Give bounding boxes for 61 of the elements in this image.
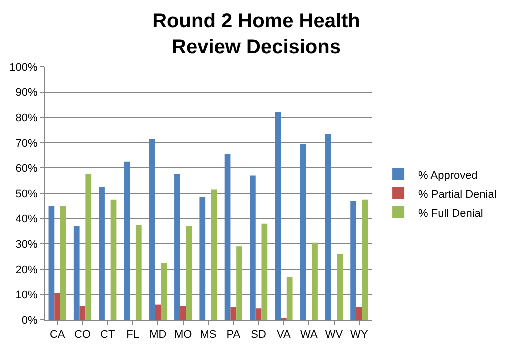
x-tick-label: CO [74, 329, 92, 342]
bar [300, 144, 306, 320]
y-tick-label: 90% [16, 87, 38, 100]
bar [174, 174, 180, 320]
x-tick-label: CT [100, 329, 116, 342]
x-tick-label: VA [277, 329, 292, 342]
x-tick-label: PA [226, 329, 242, 342]
bar [350, 201, 356, 320]
bar [48, 206, 55, 320]
bar [180, 306, 186, 320]
y-tick-label: 10% [16, 290, 38, 302]
x-tick-label: MO [174, 329, 193, 342]
y-tick-label: 70% [16, 138, 38, 150]
bar [224, 154, 231, 320]
bar [337, 254, 344, 320]
bar [356, 307, 362, 320]
bar [236, 246, 242, 320]
bar [275, 112, 282, 320]
x-tick-label: WY [350, 329, 369, 342]
y-tick-label: 50% [16, 188, 38, 200]
legend-label: % Partial Denial [418, 188, 497, 201]
bar [312, 242, 318, 320]
x-tick-label: CA [50, 329, 66, 342]
y-tick-label: 0% [22, 314, 38, 327]
x-tick-label: FL [126, 329, 140, 342]
bar [211, 190, 218, 320]
bar [286, 276, 293, 320]
bar [186, 226, 192, 320]
bar [230, 307, 237, 320]
bar [149, 139, 156, 320]
y-tick-label: 60% [16, 163, 38, 176]
bar [54, 293, 61, 320]
y-tick-label: 80% [16, 112, 38, 124]
y-tick-label: 40% [16, 214, 38, 226]
bar [256, 308, 262, 320]
bar [362, 200, 368, 320]
bar [86, 174, 92, 320]
x-tick-label: MS [200, 329, 217, 342]
legend-label: % Approved [418, 170, 478, 182]
bar [325, 134, 332, 320]
x-tick-label: SD [251, 329, 267, 342]
y-tick-label: 30% [16, 238, 38, 251]
x-tick-label: MD [150, 329, 167, 342]
bar [124, 162, 130, 320]
bar [60, 206, 66, 320]
bar [155, 304, 162, 320]
bar [99, 187, 105, 320]
bar [74, 226, 80, 320]
legend-label: % Full Denial [418, 208, 484, 220]
bar [262, 224, 268, 320]
x-tick-label: WA [300, 329, 318, 342]
bar [250, 176, 256, 320]
y-tick-label: 20% [16, 264, 38, 276]
x-tick-label: WV [325, 329, 344, 342]
bar [110, 200, 117, 320]
bar [161, 263, 167, 320]
y-tick-label: 100% [10, 62, 38, 74]
bar [136, 225, 142, 320]
bar [200, 197, 206, 320]
chart-title: Round 2 Home Health Review Decisions [152, 10, 360, 58]
bar [80, 306, 86, 320]
